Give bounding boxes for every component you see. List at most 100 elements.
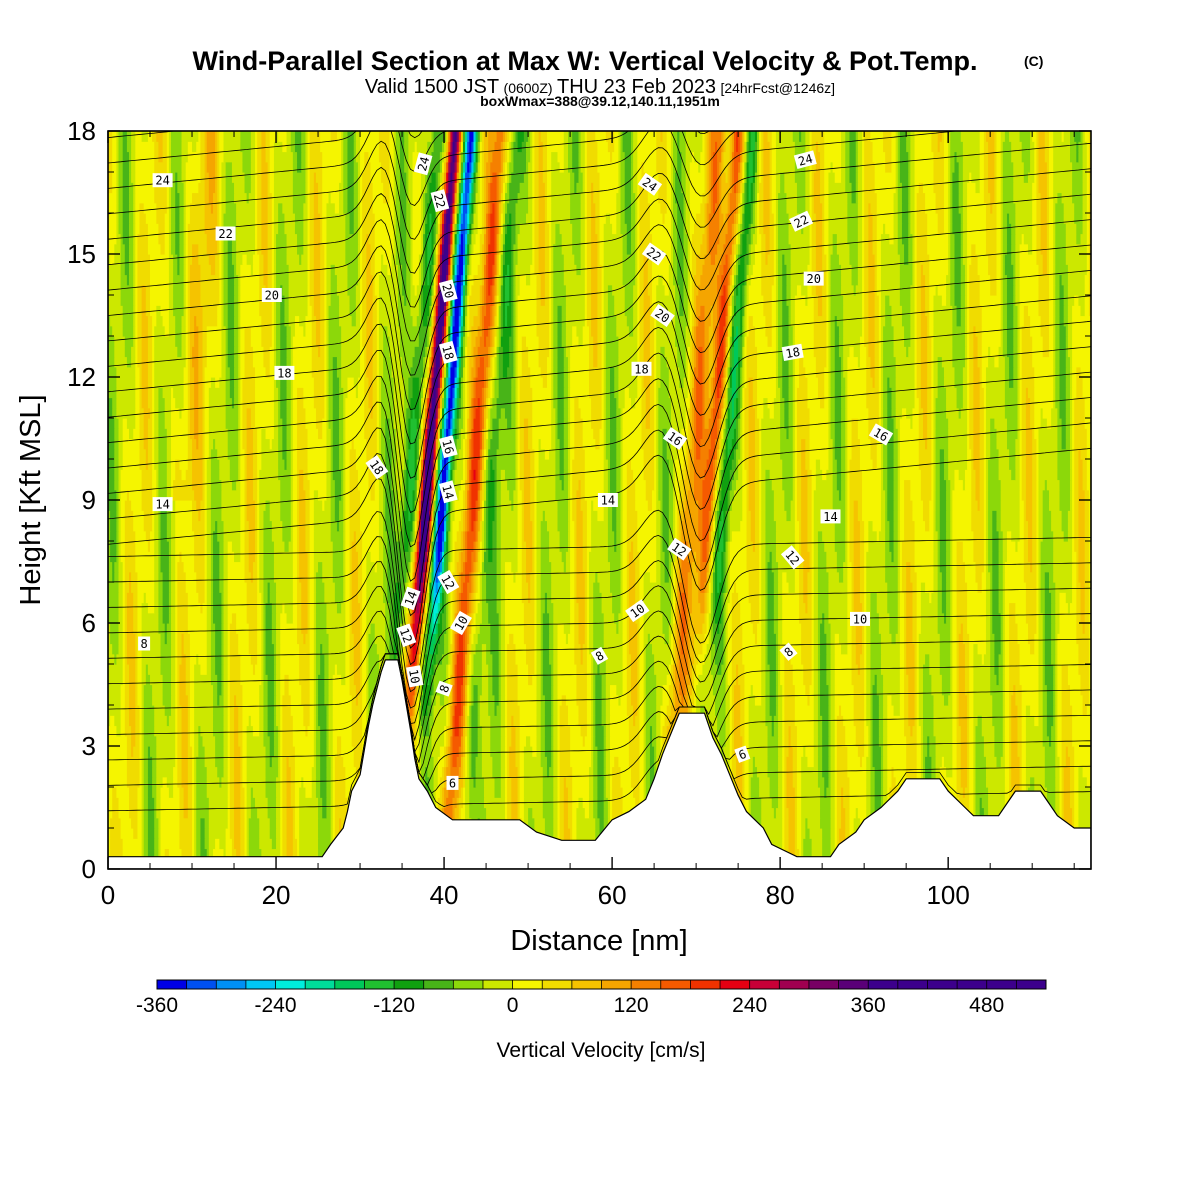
w-field-cell — [925, 653, 930, 665]
w-field-cell — [1025, 766, 1046, 778]
w-field-cell — [1000, 633, 1004, 645]
w-field-cell — [761, 674, 767, 686]
w-field-cell — [859, 756, 863, 768]
w-field-cell — [171, 602, 176, 614]
w-field-cell — [246, 817, 250, 829]
w-field-cell — [645, 684, 657, 696]
w-field-cell — [723, 633, 727, 645]
w-field-cell — [267, 694, 275, 706]
w-field-cell — [616, 684, 624, 696]
w-field-cell — [500, 643, 506, 655]
w-field-cell — [603, 756, 607, 768]
w-field-cell — [498, 684, 502, 696]
w-field-cell — [160, 653, 172, 665]
w-field-cell — [853, 817, 861, 829]
w-field-cell — [998, 592, 1004, 604]
w-field-cell — [853, 592, 861, 604]
w-field-cell — [673, 694, 676, 706]
w-field-cell — [1034, 776, 1046, 788]
w-field-cell — [855, 623, 863, 634]
w-field-cell — [360, 612, 363, 624]
w-field-cell — [731, 694, 735, 706]
w-field-cell — [880, 664, 901, 675]
w-field-cell — [299, 817, 319, 829]
w-field-cell — [246, 602, 258, 614]
w-field-cell — [1038, 623, 1044, 634]
w-field-cell — [500, 684, 506, 696]
w-field-cell — [334, 766, 346, 778]
w-field-cell — [1074, 776, 1079, 788]
w-field-cell — [187, 787, 193, 798]
w-field-cell — [471, 612, 475, 624]
w-field-cell — [918, 705, 924, 716]
w-field-cell — [133, 623, 139, 634]
w-field-cell — [194, 828, 197, 839]
w-field-cell — [977, 715, 983, 727]
w-field-cell — [912, 592, 918, 604]
w-field-cell — [855, 643, 863, 655]
w-field-cell — [1044, 592, 1052, 604]
w-field-cell — [416, 694, 420, 706]
w-field-cell — [143, 787, 149, 798]
w-field-cell — [771, 797, 779, 809]
w-field-cell — [276, 828, 281, 839]
w-field-cell — [334, 592, 344, 604]
w-field-cell — [664, 633, 670, 645]
w-field-cell — [542, 787, 554, 798]
w-field-cell — [717, 664, 722, 675]
w-field-cell — [301, 582, 309, 593]
w-field-cell — [231, 838, 235, 850]
w-field-cell — [261, 674, 265, 686]
w-field-cell — [278, 735, 281, 747]
w-field-cell — [299, 653, 311, 665]
w-field-cell — [194, 756, 197, 768]
w-field-cell — [775, 674, 779, 686]
w-field-cell — [666, 725, 676, 737]
w-field-cell — [1057, 664, 1063, 675]
w-field-cell — [964, 643, 970, 655]
w-field-cell — [883, 746, 888, 757]
w-field-cell — [519, 715, 538, 727]
w-field-cell — [712, 684, 727, 696]
w-field-cell — [286, 756, 290, 768]
w-field-cell — [257, 653, 262, 665]
w-field-cell — [192, 797, 195, 809]
w-field-cell — [500, 592, 506, 604]
w-field-cell — [643, 725, 647, 737]
w-field-cell — [878, 694, 884, 706]
w-field-cell — [817, 643, 821, 655]
w-field-cell — [223, 653, 229, 665]
w-field-cell — [1070, 756, 1075, 768]
w-field-cell — [822, 735, 830, 747]
w-field-cell — [177, 623, 189, 634]
w-field-cell — [1034, 715, 1040, 727]
w-field-cell — [124, 694, 130, 706]
w-field-cell — [689, 623, 704, 634]
w-field-cell — [887, 602, 899, 614]
w-field-cell — [292, 838, 298, 850]
w-field-cell — [922, 664, 930, 675]
w-field-cell — [164, 848, 170, 860]
w-field-cell — [353, 746, 363, 757]
w-field-cell — [754, 756, 769, 768]
w-field-cell — [563, 828, 571, 839]
w-field-cell — [189, 735, 195, 747]
w-field-cell — [899, 674, 905, 686]
w-field-cell — [177, 776, 183, 788]
w-field-cell — [242, 735, 248, 747]
w-field-cell — [593, 715, 596, 727]
w-field-cell — [469, 684, 472, 696]
w-field-cell — [675, 623, 678, 634]
w-field-cell — [460, 715, 464, 727]
w-field-cell — [467, 623, 470, 634]
w-field-cell — [213, 848, 225, 860]
w-field-cell — [276, 582, 294, 593]
w-field-cell — [973, 664, 991, 675]
w-field-cell — [234, 746, 241, 757]
w-field-cell — [219, 694, 225, 706]
w-field-cell — [194, 694, 214, 706]
w-field-cell — [313, 612, 317, 624]
w-field-cell — [179, 674, 187, 686]
w-field-cell — [1057, 705, 1063, 716]
w-field-cell — [210, 612, 214, 624]
